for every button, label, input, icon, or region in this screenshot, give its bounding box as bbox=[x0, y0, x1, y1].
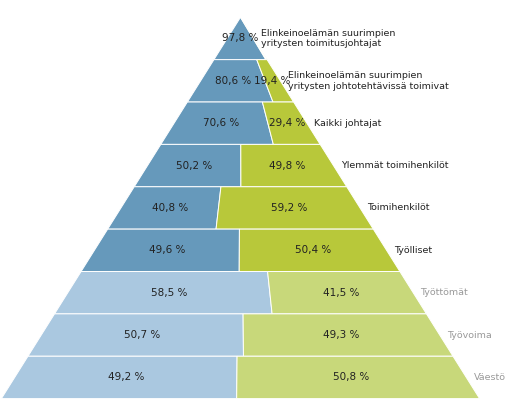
Polygon shape bbox=[262, 102, 320, 144]
Text: 50,7 %: 50,7 % bbox=[124, 330, 160, 340]
Text: 59,2 %: 59,2 % bbox=[271, 203, 307, 213]
Polygon shape bbox=[236, 356, 478, 399]
Polygon shape bbox=[160, 102, 273, 144]
Text: 50,2 %: 50,2 % bbox=[176, 160, 212, 170]
Polygon shape bbox=[243, 314, 452, 356]
Text: 70,6 %: 70,6 % bbox=[203, 118, 239, 128]
Polygon shape bbox=[134, 144, 240, 187]
Text: Kaikki johtajat: Kaikki johtajat bbox=[314, 119, 381, 128]
Polygon shape bbox=[240, 17, 267, 60]
Text: 58,5 %: 58,5 % bbox=[150, 288, 187, 298]
Text: 50,4 %: 50,4 % bbox=[294, 245, 330, 255]
Text: 19,4 %: 19,4 % bbox=[254, 76, 290, 86]
Text: Työvoima: Työvoima bbox=[446, 330, 491, 340]
Text: 97,8 %: 97,8 % bbox=[221, 34, 258, 44]
Polygon shape bbox=[267, 272, 426, 314]
Text: 49,6 %: 49,6 % bbox=[148, 245, 185, 255]
Polygon shape bbox=[81, 229, 239, 272]
Text: 49,3 %: 49,3 % bbox=[323, 330, 359, 340]
Polygon shape bbox=[240, 144, 346, 187]
Text: Työlliset: Työlliset bbox=[393, 246, 431, 255]
Polygon shape bbox=[216, 187, 373, 229]
Text: Väestö: Väestö bbox=[473, 373, 504, 382]
Text: 49,8 %: 49,8 % bbox=[268, 160, 305, 170]
Polygon shape bbox=[2, 356, 237, 399]
Text: Elinkeinoelämän suurimpien
yritysten toimitusjohtajat: Elinkeinoelämän suurimpien yritysten toi… bbox=[261, 29, 394, 48]
Polygon shape bbox=[239, 229, 399, 272]
Text: 50,8 %: 50,8 % bbox=[333, 372, 369, 382]
Polygon shape bbox=[107, 187, 220, 229]
Text: Työttömät: Työttömät bbox=[419, 288, 467, 297]
Text: Ylemmät toimihenkilöt: Ylemmät toimihenkilöt bbox=[340, 161, 447, 170]
Text: 40,8 %: 40,8 % bbox=[151, 203, 187, 213]
Polygon shape bbox=[28, 314, 243, 356]
Polygon shape bbox=[187, 60, 272, 102]
Polygon shape bbox=[54, 272, 272, 314]
Text: ♂: ♂ bbox=[98, 217, 167, 291]
Text: 41,5 %: 41,5 % bbox=[323, 288, 359, 298]
Text: Elinkeinoelämän suurimpien
yritysten johtotehtävissä toimivat: Elinkeinoelämän suurimpien yritysten joh… bbox=[287, 71, 447, 90]
Text: 29,4 %: 29,4 % bbox=[269, 118, 305, 128]
Text: 80,6 %: 80,6 % bbox=[214, 76, 250, 86]
Polygon shape bbox=[213, 17, 265, 60]
Text: ♀: ♀ bbox=[272, 247, 328, 321]
Text: Toimihenkilöt: Toimihenkilöt bbox=[366, 204, 429, 212]
Text: 49,2 %: 49,2 % bbox=[107, 372, 144, 382]
Polygon shape bbox=[256, 60, 293, 102]
